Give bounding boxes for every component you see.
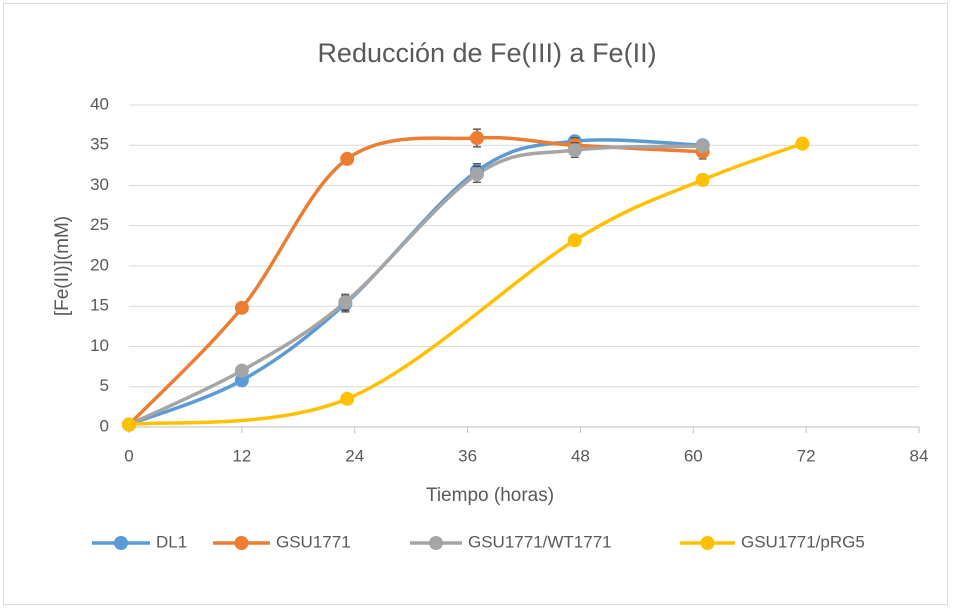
data-point	[234, 373, 249, 388]
series-line	[127, 135, 703, 426]
x-tick-label: 60	[684, 446, 703, 465]
legend-marker	[234, 536, 249, 550]
y-tick-label: 10	[90, 336, 109, 355]
series-line	[128, 141, 803, 427]
data-point	[469, 167, 484, 182]
legend-marker	[429, 536, 443, 550]
y-tick-label: 15	[90, 296, 109, 315]
legend-marker	[700, 536, 715, 550]
x-tick-label: 72	[797, 446, 816, 465]
y-tick-label: 20	[90, 255, 109, 274]
chart-frame	[3, 3, 948, 605]
data-point	[469, 131, 484, 146]
data-point	[338, 295, 353, 310]
x-axis-label: Tiempo (horas)	[426, 485, 554, 506]
chart-title: Reducción de Fe(III) a Fe(II)	[317, 38, 656, 68]
data-point	[567, 143, 582, 158]
y-tick-label: 25	[90, 215, 109, 234]
x-tick-label: 0	[124, 446, 133, 465]
data-point	[795, 136, 810, 151]
y-tick-label: 40	[90, 94, 109, 113]
x-tick-label: 84	[910, 446, 929, 465]
series-line	[128, 144, 703, 427]
x-tick-label: 12	[232, 446, 251, 465]
data-point	[234, 363, 249, 378]
data-point	[234, 300, 249, 315]
x-tick-label: 48	[571, 446, 590, 465]
x-tick-label: 24	[345, 446, 364, 465]
y-tick-label: 35	[90, 135, 109, 154]
y-axis-label: [Fe(II)](mM)	[52, 216, 73, 316]
x-tick-label: 36	[458, 446, 477, 465]
legend-label: DL1	[156, 532, 187, 551]
legend-label: GSU1771	[276, 532, 351, 551]
data-point	[567, 233, 582, 248]
y-tick-label: 30	[90, 175, 109, 194]
legend-label: GSU1771/pRG5	[741, 532, 865, 551]
y-tick-label: 5	[100, 376, 109, 395]
data-point	[340, 391, 355, 406]
data-point	[695, 172, 710, 187]
data-point	[122, 417, 136, 432]
legend-marker	[114, 536, 128, 550]
data-point	[340, 151, 355, 166]
y-tick-label: 0	[100, 416, 109, 435]
legend-label: GSU1771/WT1771	[468, 532, 612, 551]
data-point	[695, 139, 710, 154]
